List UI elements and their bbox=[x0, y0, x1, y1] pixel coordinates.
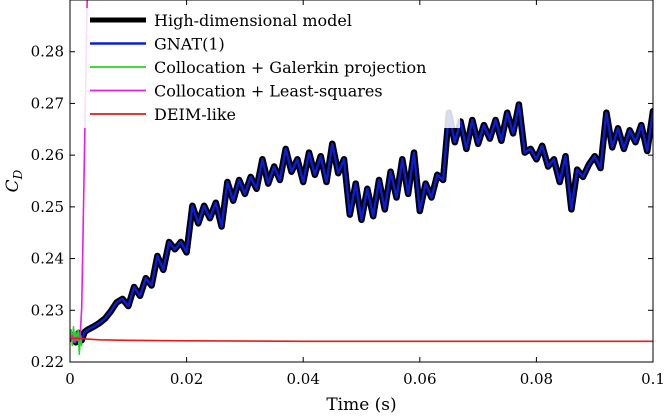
legend-background bbox=[84, 8, 460, 128]
x-tick-label: 0.1 bbox=[641, 370, 664, 388]
plot-frame bbox=[69, 0, 654, 363]
series-line-high-dimensional-model bbox=[70, 101, 653, 346]
legend-label-deim-like: DEIM-like bbox=[154, 105, 236, 124]
series-line-collocation-galerkin-projection bbox=[70, 325, 83, 356]
y-tick-label: 0.24 bbox=[31, 250, 64, 268]
x-tick-label: 0 bbox=[65, 370, 75, 388]
y-axis-title-symbol: C bbox=[3, 179, 23, 192]
x-tick-label: 0.06 bbox=[403, 370, 436, 388]
y-axis-title-subscript: D bbox=[11, 169, 25, 180]
y-axis-title: CD bbox=[3, 169, 25, 192]
y-tick-label: 0.22 bbox=[31, 353, 64, 371]
legend-label-collocation-least-squares: Collocation + Least-squares bbox=[154, 82, 383, 101]
x-tick-label: 0.04 bbox=[286, 370, 319, 388]
legend: High-dimensional model GNAT(1) Collocation… bbox=[84, 8, 460, 128]
y-tick-label: 0.27 bbox=[31, 94, 64, 112]
x-tick-label: 0.02 bbox=[170, 370, 203, 388]
legend-label-high-dimensional-model: High-dimensional model bbox=[154, 11, 352, 30]
tick-labels: 0 0.02 0.04 0.06 0.08 0.1 0.22 0.23 0.24 0.25 0.26… bbox=[31, 43, 664, 388]
y-tick-label: 0.23 bbox=[31, 301, 64, 319]
y-tick-label: 0.25 bbox=[31, 198, 64, 216]
series-line-deim-like bbox=[70, 337, 653, 343]
y-tick-label: 0.26 bbox=[31, 146, 64, 164]
x-axis-title: Time (s) bbox=[326, 395, 396, 415]
x-tick-label: 0.08 bbox=[520, 370, 553, 388]
series-layer bbox=[70, 0, 653, 356]
legend-label-gnat-1: GNAT(1) bbox=[154, 35, 225, 54]
series-line-gnat-1 bbox=[70, 103, 653, 344]
y-tick-label: 0.28 bbox=[31, 43, 64, 61]
legend-label-collocation-galerkin-projection: Collocation + Galerkin projection bbox=[154, 58, 426, 77]
